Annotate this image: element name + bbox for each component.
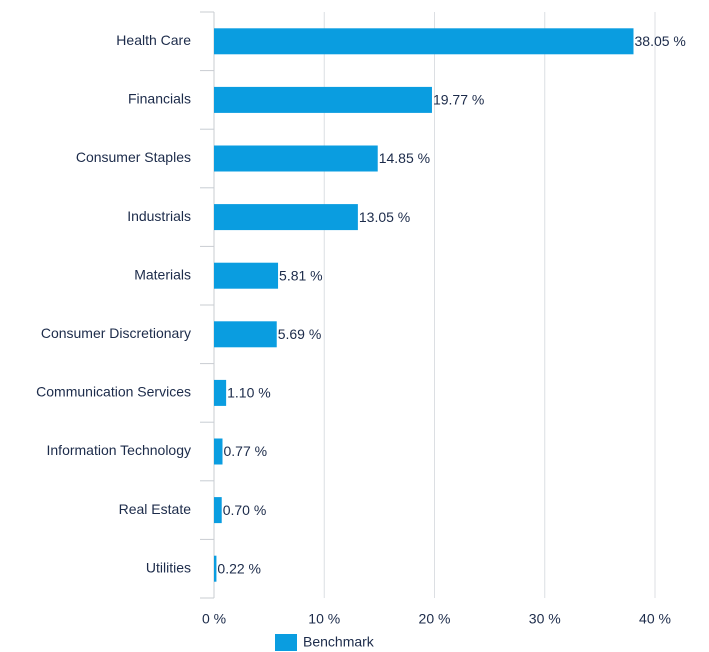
y-tick-label: Consumer Staples: [76, 149, 191, 165]
bar: [214, 438, 223, 465]
bar: [214, 262, 279, 289]
data-label: 5.69 %: [278, 326, 322, 342]
y-tick-label: Utilities: [146, 559, 191, 575]
x-tick-label: 20 %: [419, 611, 451, 627]
bar: [214, 145, 378, 172]
data-label: 0.77 %: [223, 443, 267, 459]
y-tick-label: Real Estate: [119, 501, 192, 517]
x-tick-label: 10 %: [308, 611, 340, 627]
bar: [214, 204, 358, 231]
y-tick-label: Communication Services: [36, 384, 191, 400]
y-tick-label: Financials: [128, 91, 191, 107]
y-tick-label: Health Care: [116, 32, 191, 48]
data-label: 0.70 %: [223, 502, 267, 518]
bar: [214, 86, 432, 113]
x-tick-label: 30 %: [529, 611, 561, 627]
data-label: 14.85 %: [379, 150, 430, 166]
bar: [214, 321, 277, 348]
x-tick-label: 40 %: [639, 611, 671, 627]
legend-label: Benchmark: [303, 634, 375, 650]
bar: [214, 497, 222, 524]
y-tick-label: Consumer Discretionary: [41, 325, 191, 341]
data-label: 13.05 %: [359, 209, 410, 225]
y-tick-label: Information Technology: [47, 442, 192, 458]
y-tick-label: Materials: [134, 266, 191, 282]
bar: [214, 555, 217, 582]
x-tick-label: 0 %: [202, 611, 226, 627]
data-label: 19.77 %: [433, 92, 484, 108]
y-tick-label: Industrials: [127, 208, 191, 224]
bar: [214, 28, 634, 55]
legend-swatch: [275, 634, 297, 651]
data-label: 5.81 %: [279, 267, 323, 283]
data-label: 1.10 %: [227, 385, 271, 401]
bar: [214, 379, 227, 406]
data-label: 38.05 %: [635, 33, 686, 49]
data-label: 0.22 %: [217, 560, 261, 576]
